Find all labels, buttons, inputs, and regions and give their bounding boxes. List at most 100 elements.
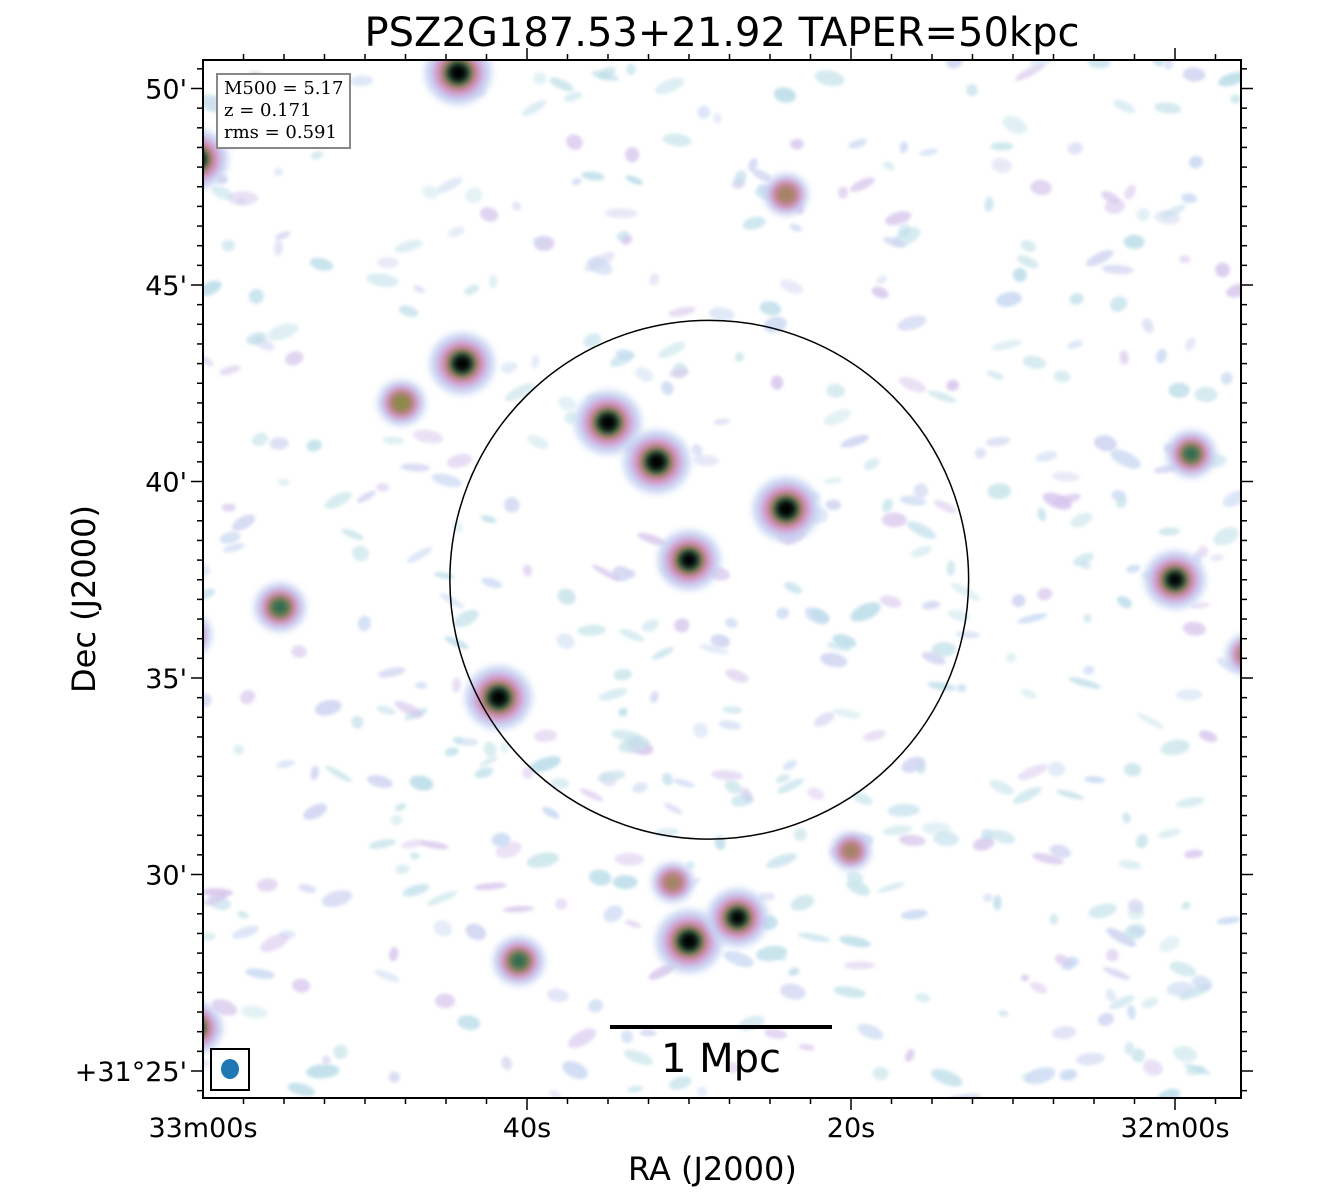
radio-source <box>830 831 872 871</box>
noise-speckle <box>457 737 479 747</box>
noise-speckle <box>240 1005 268 1019</box>
noise-speckle <box>1128 926 1145 936</box>
noise-speckle <box>661 772 674 786</box>
noise-speckle <box>285 351 304 366</box>
noise-speckle <box>276 759 295 769</box>
radio-source <box>657 529 721 591</box>
noise-speckle <box>584 251 615 272</box>
noise-speckle <box>1143 1059 1163 1076</box>
noise-speckle <box>481 577 503 589</box>
noise-speckle <box>566 134 583 150</box>
noise-speckle <box>734 170 747 186</box>
noise-speckle <box>447 226 465 238</box>
noise-speckle <box>1136 208 1150 222</box>
noise-speckle <box>759 301 782 316</box>
noise-speckle <box>1088 903 1117 919</box>
noise-speckle <box>409 852 420 860</box>
noise-speckle <box>1017 764 1048 781</box>
noise-speckle <box>832 708 861 719</box>
noise-speckle <box>394 239 423 253</box>
x-tick-label: 32m00s <box>1120 1113 1229 1144</box>
noise-speckle <box>1053 370 1071 383</box>
noise-speckle <box>527 434 549 450</box>
noise-speckle <box>974 447 986 459</box>
info-z: z = 0.171 <box>224 100 312 121</box>
noise-speckle <box>990 829 1016 844</box>
noise-speckle <box>897 315 927 331</box>
noise-speckle <box>275 231 291 241</box>
noise-speckle <box>550 778 570 789</box>
radio-source <box>377 379 426 426</box>
noise-speckle <box>222 542 245 553</box>
radio-source <box>655 909 723 974</box>
noise-speckle <box>352 545 369 562</box>
noise-speckle <box>658 341 686 359</box>
noise-speckle <box>883 161 895 171</box>
radio-source <box>623 429 691 494</box>
noise-speckle <box>246 332 267 345</box>
noise-speckle <box>712 113 722 124</box>
noise-speckle <box>232 925 259 939</box>
noise-speckle <box>726 1062 739 1074</box>
noise-speckle <box>522 564 533 577</box>
noise-speckle <box>776 778 804 794</box>
noise-speckle <box>367 774 393 789</box>
noise-speckle <box>1127 899 1144 913</box>
noise-speckle <box>914 992 931 1003</box>
noise-speckle <box>724 780 742 794</box>
noise-speckle <box>1002 115 1027 135</box>
noise-speckle <box>1188 155 1203 169</box>
noise-speckle <box>388 1071 400 1083</box>
noise-speckle <box>310 765 319 781</box>
noise-speckle <box>906 521 936 539</box>
noise-speckle <box>933 500 957 514</box>
noise-speckle <box>588 869 612 886</box>
noise-speckle <box>950 582 981 601</box>
noise-speckle <box>773 87 797 103</box>
noise-speckle <box>742 216 766 230</box>
noise-speckle <box>479 756 498 767</box>
noise-speckle <box>1176 797 1205 808</box>
noise-speckle <box>862 730 887 742</box>
noise-speckle <box>203 588 216 600</box>
noise-speckle <box>548 1090 562 1098</box>
noise-speckle <box>269 437 289 450</box>
noise-speckle <box>987 483 1012 500</box>
noise-speckle <box>400 839 425 849</box>
radio-source <box>706 888 769 948</box>
noise-speckle <box>219 365 241 376</box>
noise-speckle <box>851 792 873 805</box>
noise-speckle <box>374 969 400 982</box>
noise-speckle <box>927 681 956 691</box>
noise-speckle <box>533 72 547 85</box>
noise-speckle <box>394 802 407 812</box>
noise-speckle <box>491 832 511 847</box>
noise-speckle <box>1047 761 1066 777</box>
noise-speckle <box>1116 496 1127 509</box>
noise-speckle <box>203 693 212 708</box>
noise-speckle <box>947 1093 982 1098</box>
noise-speckle <box>419 840 449 850</box>
noise-speckle <box>211 999 238 1016</box>
noise-speckle <box>464 187 483 204</box>
noise-speckle <box>1119 350 1129 365</box>
noise-speckle <box>875 275 888 285</box>
noise-speckle <box>1182 621 1206 636</box>
radio-source <box>75 975 120 1017</box>
noise-speckle <box>1068 677 1102 689</box>
radio-source <box>1166 430 1217 478</box>
radio-source <box>424 60 492 105</box>
noise-speckle <box>1094 435 1117 452</box>
noise-speckle <box>775 774 791 784</box>
noise-speckle <box>1230 94 1241 104</box>
noise-speckle <box>956 683 967 693</box>
noise-speckle <box>292 978 311 993</box>
noise-speckle <box>273 167 284 176</box>
noise-speckle <box>927 390 957 403</box>
noise-speckle <box>1101 264 1134 275</box>
noise-speckle <box>764 1029 787 1039</box>
noise-speckle <box>789 223 803 232</box>
noise-speckle <box>788 967 800 976</box>
noise-speckle <box>1086 249 1114 267</box>
noise-speckle <box>1104 199 1126 214</box>
